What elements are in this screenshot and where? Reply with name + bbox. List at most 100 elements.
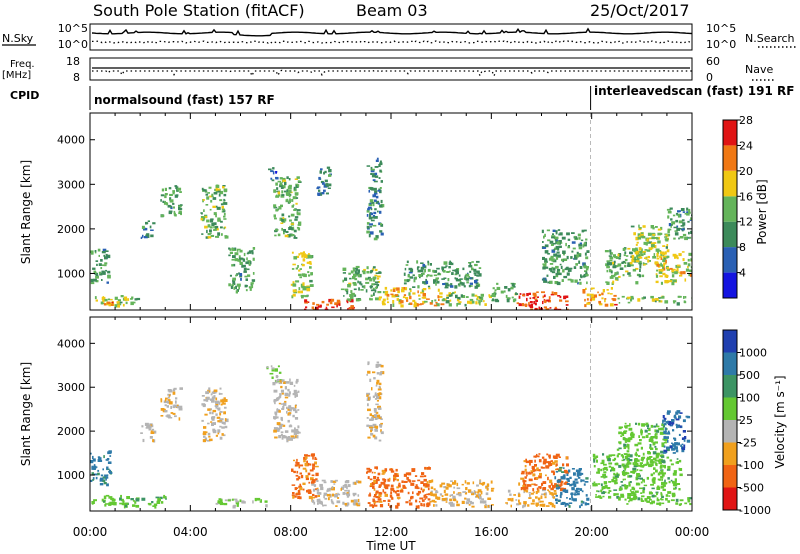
velocity-echo-cell <box>172 391 176 395</box>
velocity-echo-cell <box>545 505 550 507</box>
velocity-echo-cell <box>656 499 660 502</box>
power-echo-cell <box>150 229 154 231</box>
power-echo-cell <box>382 291 385 294</box>
power-echo-cell <box>676 227 680 231</box>
power-echo-cell <box>484 303 487 306</box>
power-echo-cell <box>379 169 382 173</box>
velocity-echo-cell <box>235 501 240 505</box>
velocity-echo-cell <box>274 436 278 439</box>
power-echo-cell <box>375 235 379 239</box>
power-echo-cell <box>464 303 467 307</box>
velocity-echo-cell <box>286 406 288 410</box>
velocity-echo-cell <box>435 489 438 493</box>
velocity-echo-cell <box>607 491 610 494</box>
velocity-echo-cell <box>350 499 355 503</box>
velocity-echo-cell <box>655 469 658 473</box>
velocity-echo-cell <box>637 459 640 462</box>
velocity-echo-cell <box>554 476 557 480</box>
power-echo-cell <box>688 252 692 256</box>
velocity-echo-cell <box>611 454 616 457</box>
velocity-echo-cell <box>556 480 559 482</box>
velocity-echo-cell <box>660 493 663 497</box>
velocity-echo-cell <box>380 422 383 425</box>
velocity-echo-cell <box>465 501 470 505</box>
velocity-echo-cell <box>559 466 563 469</box>
velocity-echo-cell <box>375 363 379 368</box>
velocity-echo-cell <box>564 489 569 493</box>
power-echo-cell <box>436 280 440 283</box>
velocity-colorbar-tick-label: 500 <box>739 369 760 382</box>
velocity-echo-cell <box>305 469 308 473</box>
power-echo-cell <box>409 295 412 300</box>
velocity-echo-cell <box>372 434 376 438</box>
power-echo-cell <box>567 238 571 241</box>
velocity-echo-cell <box>287 419 290 423</box>
power-echo-cell <box>363 285 366 289</box>
power-echo-cell <box>637 237 642 240</box>
power-echo-cell <box>102 270 104 273</box>
velocity-echo-cell <box>627 437 630 440</box>
velocity-echo-cell <box>644 498 648 502</box>
power-echo-region <box>103 301 114 306</box>
power-colorbar-tick-label: 16 <box>739 190 753 203</box>
velocity-echo-cell <box>647 496 651 498</box>
velocity-echo-cell <box>558 469 562 472</box>
power-echo-cell <box>201 233 204 235</box>
power-echo-cell <box>457 278 461 282</box>
power-echo-cell <box>666 280 670 283</box>
power-echo-cell <box>544 299 547 304</box>
velocity-echo-cell <box>471 492 474 496</box>
power-echo-cell <box>452 269 456 272</box>
power-echo-region <box>617 295 692 306</box>
power-echo-cell <box>636 273 641 277</box>
power-echo-cell <box>553 275 556 279</box>
power-echo-cell <box>661 264 666 267</box>
power-echo-cell <box>374 172 378 176</box>
power-echo-cell <box>369 285 373 288</box>
power-echo-cell <box>374 283 378 286</box>
power-echo-cell <box>296 255 300 258</box>
power-echo-cell <box>597 291 599 294</box>
velocity-echo-cell <box>315 465 319 468</box>
velocity-echo-cell <box>371 387 373 391</box>
velocity-echo-cell <box>660 492 663 495</box>
power-echo-cell <box>340 288 345 291</box>
power-echo-cell <box>548 296 551 300</box>
power-echo-cell <box>293 237 298 239</box>
power-echo-cell <box>422 263 426 268</box>
velocity-echo-cell <box>91 467 95 470</box>
velocity-echo-cell <box>357 494 360 497</box>
power-echo-cell <box>117 303 121 305</box>
velocity-echo-cell <box>375 492 378 495</box>
power-echo-cell <box>473 272 476 275</box>
power-echo-cell <box>286 189 288 193</box>
power-echo-cell <box>211 193 214 197</box>
velocity-echo-cell <box>452 498 457 501</box>
velocity-echo-cell <box>420 487 423 491</box>
velocity-y-axis-title: Slant Range [km] <box>19 362 33 466</box>
power-echo-cell <box>374 190 378 194</box>
velocity-echo-cell <box>326 494 331 497</box>
power-echo-cell <box>550 293 555 296</box>
velocity-echo-cell <box>636 469 639 471</box>
power-echo-cell <box>656 269 658 272</box>
velocity-echo-cell <box>533 491 535 494</box>
velocity-echo-cell <box>462 491 467 493</box>
power-echo-cell <box>219 191 222 194</box>
power-echo-cell <box>306 261 310 264</box>
velocity-echo-cell <box>646 476 649 480</box>
velocity-echo-cell <box>449 494 453 496</box>
power-echo-cell <box>554 281 559 285</box>
velocity-echo-cell <box>537 455 540 458</box>
power-echo-cell <box>294 192 299 196</box>
power-echo-cell <box>557 295 561 297</box>
velocity-echo-cell <box>622 464 627 468</box>
power-echo-cell <box>268 168 272 171</box>
power-echo-cell <box>251 252 254 255</box>
power-echo-cell <box>609 303 614 307</box>
power-echo-cell <box>206 229 208 234</box>
power-echo-cell <box>251 279 256 282</box>
power-echo-cell <box>384 286 388 290</box>
power-echo-cell <box>351 308 355 310</box>
velocity-echo-cell <box>396 489 400 493</box>
